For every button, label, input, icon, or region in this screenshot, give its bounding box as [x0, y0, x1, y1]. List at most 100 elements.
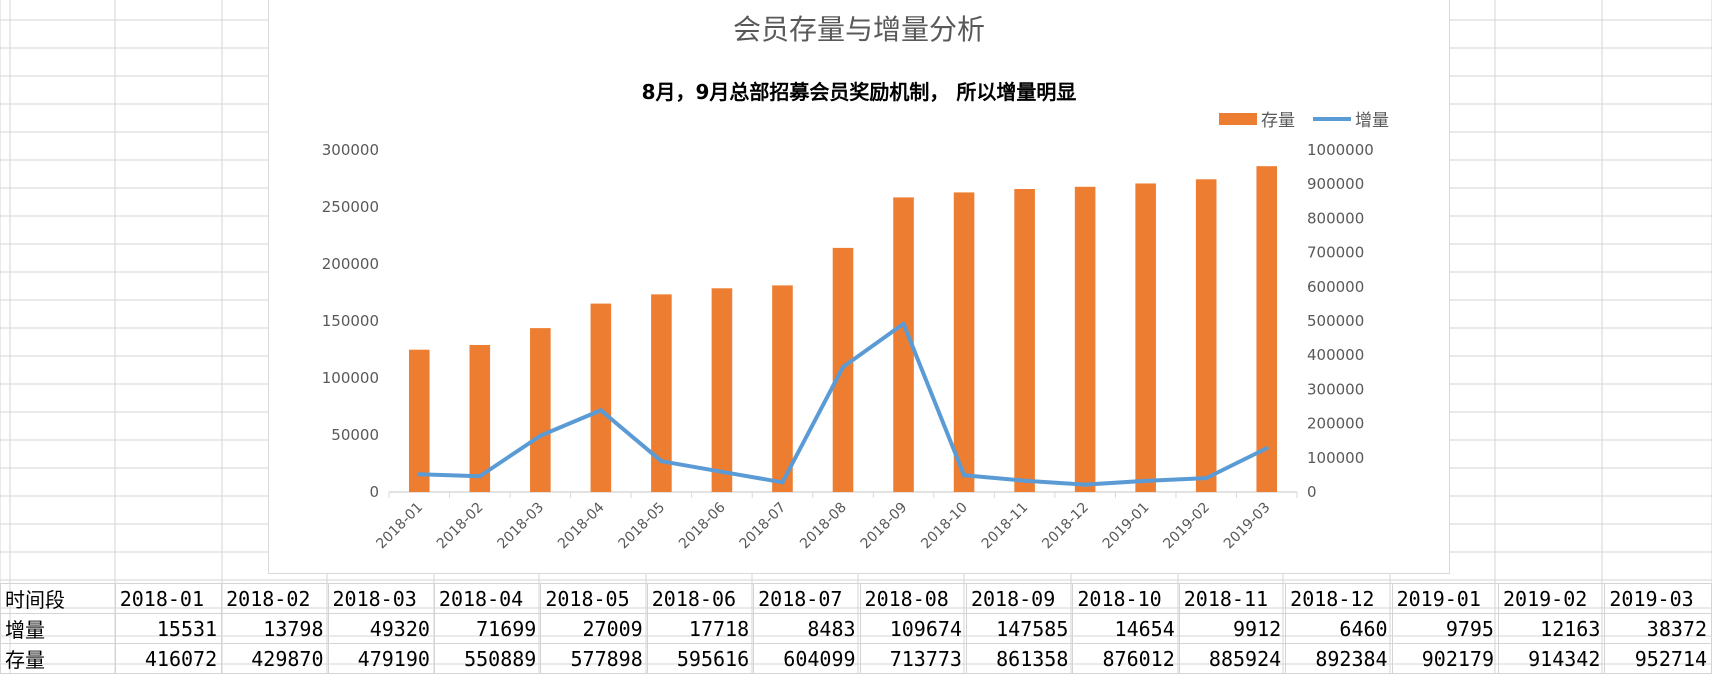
- table-cell[interactable]: 479190: [327, 643, 435, 674]
- line-point[interactable]: [719, 469, 724, 474]
- table-cell[interactable]: 2018-12: [1285, 583, 1393, 614]
- line-point[interactable]: [598, 408, 603, 413]
- table-cell[interactable]: 8483: [753, 613, 861, 644]
- table-cell[interactable]: 2018-11: [1178, 583, 1287, 614]
- table-cell[interactable]: 109674: [859, 613, 967, 644]
- y-right-tick-label: 400000: [1307, 346, 1364, 364]
- x-tick-label: 2018-08: [797, 500, 850, 553]
- table-cell[interactable]: 902179: [1391, 643, 1499, 674]
- legend-label-stock: 存量: [1261, 111, 1295, 131]
- legend-item-increment: 增量: [1313, 106, 1389, 131]
- table-cell[interactable]: 2019-01: [1391, 583, 1499, 614]
- chart-container[interactable]: 会员存量与增量分析 8月，9月总部招募会员奖励机制， 所以增量明显 存量 增量 …: [268, 0, 1450, 574]
- line-point[interactable]: [417, 472, 422, 477]
- y-right-tick-label: 600000: [1307, 278, 1364, 296]
- row-header-cell[interactable]: 时间段: [0, 583, 116, 614]
- table-cell[interactable]: 595616: [646, 643, 755, 674]
- table-cell[interactable]: 550889: [433, 643, 542, 674]
- table-cell[interactable]: 2018-10: [1072, 583, 1180, 614]
- line-point[interactable]: [1264, 446, 1269, 451]
- y-right-tick-label: 200000: [1307, 415, 1364, 433]
- table-cell[interactable]: 577898: [540, 643, 648, 674]
- table-cell[interactable]: 38372: [1604, 613, 1712, 644]
- table-cell[interactable]: 2018-09: [965, 583, 1074, 614]
- table-cell[interactable]: 12163: [1497, 613, 1606, 644]
- table-cell[interactable]: 885924: [1178, 643, 1287, 674]
- line-point[interactable]: [780, 480, 785, 485]
- bar-stock[interactable]: [772, 285, 793, 492]
- data-table: 时间段 2018-01 2018-02 2018-03 2018-04 2018-05 20…: [0, 583, 1712, 674]
- bar-stock[interactable]: [469, 344, 491, 492]
- chart-plot: 0 50000 100000 150000 200000 250000 300000 0 100…: [322, 141, 1374, 553]
- x-tick-label: 2018-03: [494, 500, 547, 553]
- table-cell[interactable]: 17718: [646, 613, 755, 644]
- table-cell[interactable]: 2019-03: [1604, 583, 1712, 614]
- table-cell[interactable]: 13798: [221, 613, 329, 644]
- x-tick-label: 2018-02: [434, 500, 487, 553]
- bar-stock[interactable]: [530, 328, 551, 492]
- bar-stock[interactable]: [1135, 183, 1156, 493]
- bar-stock[interactable]: [1256, 166, 1278, 492]
- table-cell[interactable]: 15531: [114, 613, 223, 644]
- table-cell[interactable]: 2018-07: [753, 583, 861, 614]
- line-point[interactable]: [1083, 482, 1088, 487]
- table-cell[interactable]: 2018-08: [859, 583, 967, 614]
- x-tick-label: 2018-09: [858, 500, 911, 553]
- table-cell[interactable]: 604099: [753, 643, 861, 674]
- y-left-tick-label: 150000: [322, 312, 379, 330]
- line-point[interactable]: [1022, 478, 1027, 483]
- table-cell[interactable]: 49320: [327, 613, 435, 644]
- bar-stock[interactable]: [1014, 189, 1035, 493]
- row-header-cell[interactable]: 增量: [0, 613, 116, 644]
- table-cell[interactable]: 2018-01: [114, 583, 223, 614]
- y-left-tick-label: 300000: [322, 141, 379, 159]
- table-cell[interactable]: 892384: [1285, 643, 1393, 674]
- table-cell[interactable]: 429870: [221, 643, 329, 674]
- bar-stock[interactable]: [408, 349, 430, 492]
- table-cell[interactable]: 914342: [1497, 643, 1606, 674]
- table-cell[interactable]: 2018-05: [540, 583, 648, 614]
- y-right-tick-label: 500000: [1307, 312, 1364, 330]
- row-header-cell[interactable]: 存量: [0, 643, 116, 674]
- bar-stock[interactable]: [893, 197, 914, 492]
- table-cell[interactable]: 9912: [1178, 613, 1287, 644]
- table-cell[interactable]: 14654: [1072, 613, 1180, 644]
- table-cell[interactable]: 9795: [1391, 613, 1499, 644]
- line-point[interactable]: [1143, 478, 1148, 483]
- table-cell[interactable]: 6460: [1285, 613, 1393, 644]
- line-point[interactable]: [841, 364, 845, 369]
- table-cell[interactable]: 147585: [965, 613, 1074, 644]
- bar-stock[interactable]: [1195, 179, 1217, 492]
- table-cell[interactable]: 2018-06: [646, 583, 755, 614]
- y-left-tick-label: 250000: [322, 198, 379, 216]
- line-point[interactable]: [659, 459, 664, 464]
- table-cell[interactable]: 713773: [859, 643, 967, 674]
- table-cell[interactable]: 71699: [433, 613, 542, 644]
- bar-stock[interactable]: [651, 294, 672, 492]
- y-right-tick-label: 300000: [1307, 380, 1364, 398]
- line-point[interactable]: [538, 433, 543, 438]
- line-point[interactable]: [477, 474, 482, 479]
- bar-stock[interactable]: [590, 303, 612, 492]
- x-tick-label: 2018-01: [373, 500, 426, 553]
- table-cell[interactable]: 2019-02: [1497, 583, 1606, 614]
- line-point[interactable]: [901, 321, 906, 326]
- legend-item-stock: 存量: [1219, 106, 1295, 131]
- table-cell[interactable]: 416072: [114, 643, 223, 674]
- line-point[interactable]: [1204, 476, 1209, 481]
- x-tick-label: 2018-12: [1039, 500, 1092, 553]
- table-cell[interactable]: 2018-02: [221, 583, 329, 614]
- bar-stock[interactable]: [1074, 186, 1096, 492]
- line-point[interactable]: [962, 473, 967, 478]
- bar-stock[interactable]: [711, 288, 733, 492]
- table-cell[interactable]: 27009: [540, 613, 648, 644]
- bar-stock[interactable]: [953, 192, 975, 492]
- table-cell[interactable]: 952714: [1604, 643, 1712, 674]
- chart-subtitle: 8月，9月总部招募会员奖励机制， 所以增量明显: [641, 80, 1077, 104]
- table-cell[interactable]: 2018-03: [327, 583, 435, 614]
- table-cell[interactable]: 876012: [1072, 643, 1180, 674]
- x-tick-label: 2018-06: [676, 499, 729, 552]
- x-tick-label: 2018-05: [616, 500, 669, 553]
- table-cell[interactable]: 2018-04: [433, 583, 542, 614]
- table-cell[interactable]: 861358: [965, 643, 1074, 674]
